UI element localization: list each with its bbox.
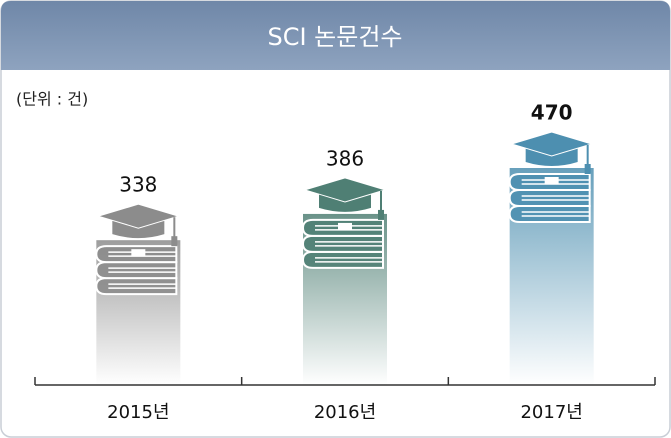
book-pages bbox=[521, 211, 590, 217]
book-label bbox=[544, 177, 559, 184]
unit-label: (단위 : 건) bbox=[16, 90, 88, 109]
x-tick-label: 2016년 bbox=[314, 402, 376, 423]
book bbox=[508, 205, 591, 223]
book bbox=[95, 261, 178, 280]
value-label: 338 bbox=[119, 173, 157, 197]
book bbox=[508, 189, 591, 207]
x-tick-label: 2015년 bbox=[107, 402, 169, 423]
book-pages bbox=[315, 241, 383, 247]
book bbox=[301, 250, 384, 269]
book-pages bbox=[108, 283, 177, 289]
value-label: 470 bbox=[531, 101, 573, 125]
cap-tassel-end bbox=[378, 209, 384, 220]
cap-board bbox=[509, 131, 594, 157]
value-label: 386 bbox=[326, 146, 364, 170]
cap-board bbox=[303, 177, 387, 203]
book-label bbox=[131, 249, 146, 257]
x-tick-label: 2017년 bbox=[520, 402, 582, 423]
header bbox=[1, 1, 670, 70]
chart-title: SCI 논문건수 bbox=[267, 23, 402, 51]
book bbox=[95, 277, 178, 296]
book-pages bbox=[315, 257, 383, 263]
book bbox=[301, 234, 384, 253]
cap-tassel-end bbox=[171, 236, 178, 247]
book-pages bbox=[521, 195, 590, 201]
book-pages bbox=[108, 267, 177, 273]
cap-tassel-end bbox=[584, 164, 591, 174]
book-label bbox=[338, 222, 352, 230]
cap-board bbox=[96, 203, 181, 229]
